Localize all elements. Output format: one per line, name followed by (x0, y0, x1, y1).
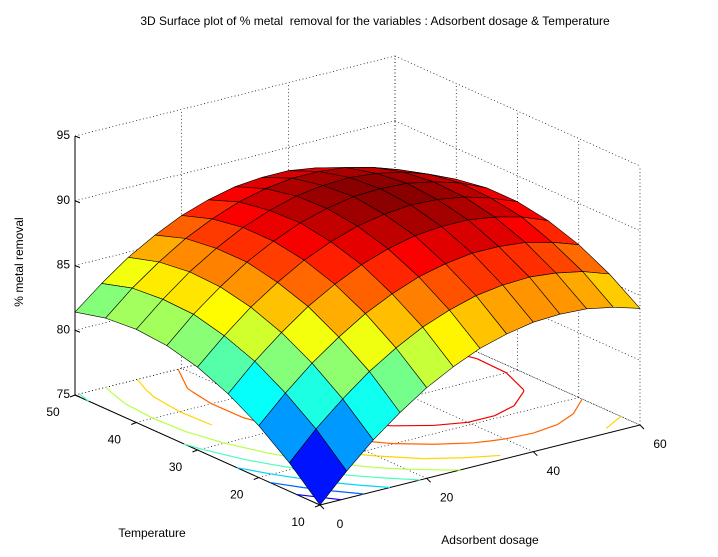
contour-line (424, 458, 464, 459)
contour-line (394, 444, 433, 445)
x-tick-label: 40 (547, 464, 561, 478)
x-axis-label: Adsorbent dosage (441, 533, 539, 547)
z-tick-label: 90 (57, 193, 71, 207)
contour-line (557, 424, 559, 425)
y-tick-label: 10 (291, 515, 305, 529)
x-tick-label: 60 (653, 437, 667, 451)
x-tick-label: 20 (440, 491, 454, 505)
z-tick-label: 95 (57, 128, 71, 142)
x-tick-label: 0 (337, 517, 344, 531)
y-tick-label: 20 (230, 488, 244, 502)
z-axis-label: % metal removal (12, 217, 26, 306)
y-tick-label: 50 (46, 405, 60, 419)
chart-title: 3D Surface plot of % metal removal for t… (140, 14, 610, 28)
contour-line (222, 443, 224, 444)
z-tick-label: 85 (57, 258, 71, 272)
y-tick-label: 30 (169, 460, 183, 474)
z-tick-label: 80 (57, 322, 71, 336)
y-tick-label: 40 (108, 433, 122, 447)
z-tick-label: 75 (57, 387, 71, 401)
y-axis-label: Temperature (118, 526, 186, 540)
